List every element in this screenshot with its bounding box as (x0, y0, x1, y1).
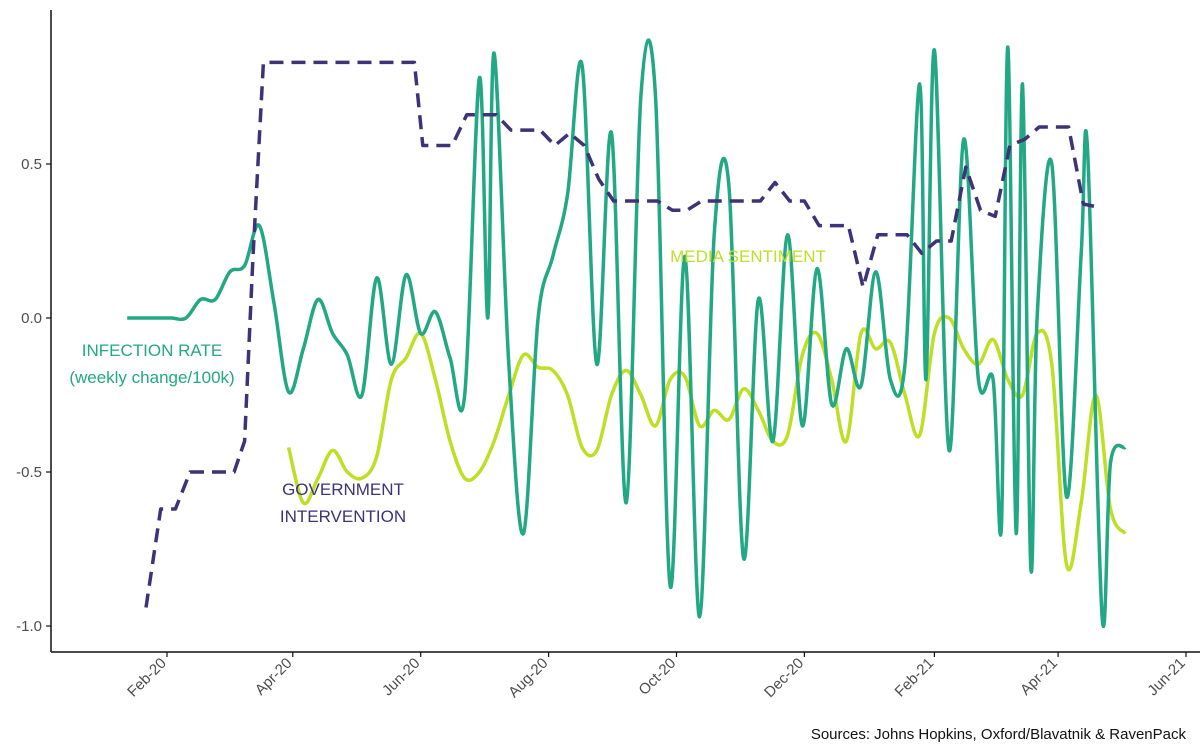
y-tick-label: -0.5 (16, 464, 42, 481)
x-tick-label: Jun-21 (1144, 655, 1188, 699)
media-series-label: MEDIA SENTIMENT (670, 247, 826, 266)
x-tick-label: Aug-20 (505, 655, 551, 701)
x-tick-label: Jun-20 (379, 655, 423, 699)
government-series-label: INTERVENTION (280, 507, 406, 526)
government-series-label: GOVERNMENT (282, 480, 404, 499)
infection-series-line (127, 38, 1127, 629)
x-tick-label: Oct-20 (635, 655, 679, 699)
government-series-line (144, 60, 1099, 608)
y-tick-label: 0.5 (21, 156, 42, 173)
y-ticks: -1.0 -0.5 0.0 0.5 (16, 156, 51, 635)
x-tick-label: Feb-21 (892, 655, 938, 701)
source-caption: Sources: Johns Hopkins, Oxford/Blavatnik… (810, 726, 1186, 743)
x-tick-label: Apr-21 (1017, 655, 1061, 699)
x-tick-label: Apr-20 (252, 655, 296, 699)
series-labels: MEDIA SENTIMENT INFECTION RATE (weekly cha… (69, 247, 826, 526)
y-tick-label: -1.0 (16, 618, 42, 635)
infection-series-label: (weekly change/100k) (69, 368, 234, 387)
x-tick-label: Feb-20 (124, 655, 170, 701)
x-tick-label: Dec-20 (761, 655, 807, 701)
infection-series-label: INFECTION RATE (82, 341, 222, 360)
x-ticks: Feb-20 Apr-20 Jun-20 Aug-20 Oct-20 Dec-20 Feb-… (124, 652, 1189, 701)
y-tick-label: 0.0 (21, 310, 42, 327)
axes (50, 10, 1200, 653)
series-lines (127, 38, 1127, 629)
